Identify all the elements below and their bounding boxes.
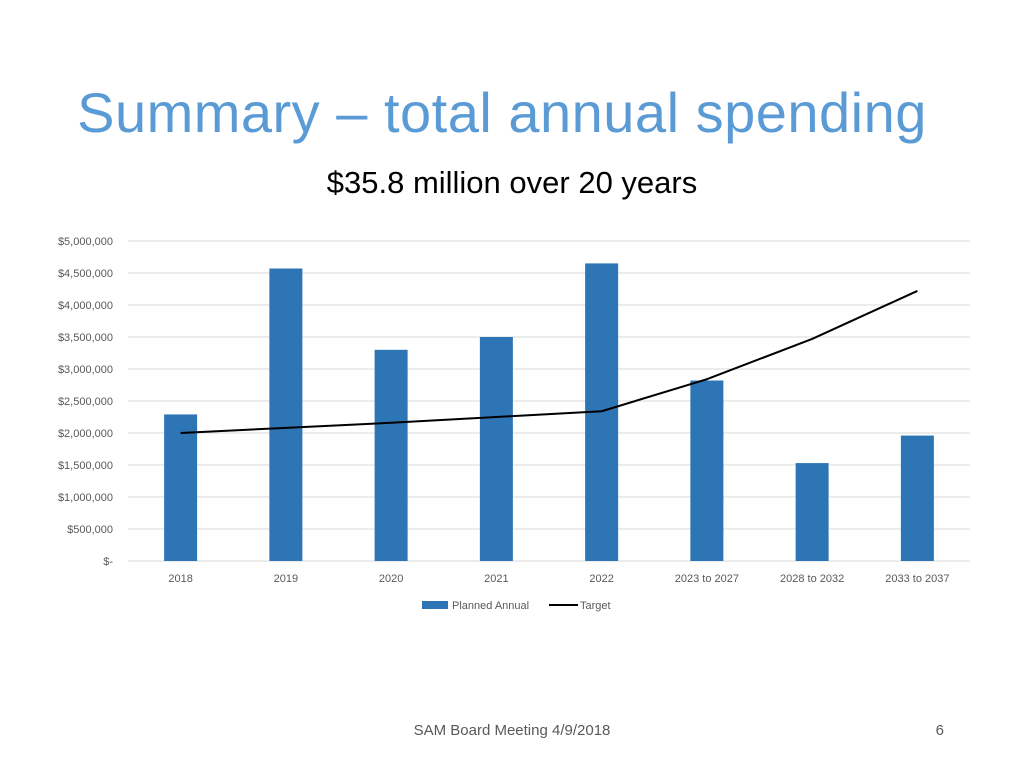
x-tick-label: 2022: [589, 573, 613, 585]
y-tick-label: $-: [103, 556, 113, 568]
legend: Planned Annual Target: [422, 600, 611, 612]
y-tick-label: $4,000,000: [58, 300, 113, 312]
x-axis-ticks: 2018 2019 2020 2021 2022 2023 to 2027 2028 to …: [168, 573, 949, 585]
slide-subtitle: $35.8 million over 20 years: [326, 165, 698, 200]
page-number: 6: [935, 722, 944, 739]
x-tick-label: 2018: [168, 573, 192, 585]
y-tick-label: $5,000,000: [58, 236, 113, 248]
x-tick-label: 2019: [274, 573, 298, 585]
x-tick-label: 2020: [379, 573, 403, 585]
footer-text: SAM Board Meeting 4/9/2018: [413, 722, 611, 739]
y-tick-label: $4,500,000: [58, 268, 113, 280]
bar-2018: [164, 414, 198, 561]
bar-line-chart: $- $500,000 $1,000,000 $1,500,000 $2,000,000…: [58, 236, 970, 612]
bar-2019: [269, 268, 303, 561]
slide-title: Summary – total annual spending: [77, 81, 927, 144]
legend-label-planned-annual: Planned Annual: [452, 600, 529, 612]
bar-2033-to-2037: [900, 435, 934, 561]
bar-2021: [479, 337, 513, 561]
y-tick-label: $2,500,000: [58, 396, 113, 408]
legend-label-target: Target: [580, 600, 611, 612]
y-tick-label: $3,000,000: [58, 364, 113, 376]
bar-2028-to-2032: [795, 463, 829, 561]
x-tick-label: 2021: [484, 573, 508, 585]
legend-swatch-planned-annual: [422, 601, 448, 609]
y-tick-label: $500,000: [67, 524, 113, 536]
x-tick-label: 2033 to 2037: [885, 573, 949, 585]
bar-2020: [374, 349, 408, 561]
bar-series: [164, 263, 934, 561]
y-tick-label: $1,000,000: [58, 492, 113, 504]
line-series: [180, 290, 918, 434]
x-tick-label: 2028 to 2032: [780, 573, 844, 585]
target-line: [180, 290, 918, 434]
y-tick-label: $2,000,000: [58, 428, 113, 440]
bar-2023-to-2027: [690, 380, 724, 561]
y-tick-label: $1,500,000: [58, 460, 113, 472]
y-axis-ticks: $- $500,000 $1,000,000 $1,500,000 $2,000,000…: [58, 236, 113, 568]
gridlines: [128, 240, 970, 562]
y-tick-label: $3,500,000: [58, 332, 113, 344]
x-tick-label: 2023 to 2027: [675, 573, 739, 585]
